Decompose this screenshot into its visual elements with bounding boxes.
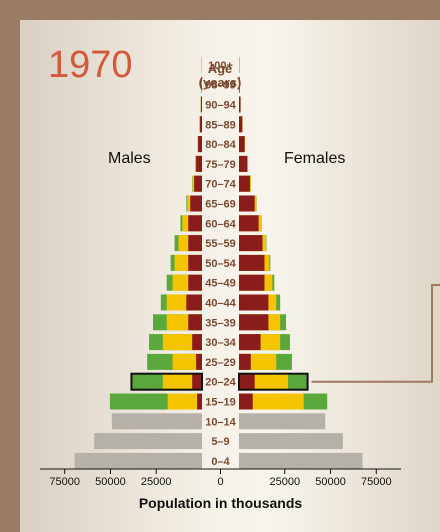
x-axis-label: Population in thousands bbox=[139, 495, 303, 511]
male-bar-pre-reproductive bbox=[94, 433, 202, 449]
male-bar-red bbox=[190, 196, 202, 212]
female-bar-red bbox=[239, 77, 240, 93]
age-label: 60–64 bbox=[205, 218, 236, 230]
female-bar-red bbox=[239, 97, 241, 113]
male-bar-red bbox=[192, 374, 202, 390]
age-label: 70–74 bbox=[205, 179, 236, 191]
male-bar-pre-reproductive bbox=[112, 413, 202, 429]
male-bar-red bbox=[196, 156, 202, 172]
male-bar-red bbox=[188, 215, 202, 231]
male-bar-red bbox=[188, 255, 202, 271]
male-bar-red bbox=[186, 295, 202, 311]
male-bar-red bbox=[192, 334, 202, 350]
age-label: 35–39 bbox=[205, 317, 236, 329]
x-tick-label: 25000 bbox=[269, 476, 300, 488]
age-label: 100+ bbox=[208, 60, 233, 72]
x-tick-label: 25000 bbox=[141, 476, 172, 488]
male-bar-red bbox=[188, 235, 202, 251]
age-label: 5–9 bbox=[211, 436, 229, 448]
male-bar-red bbox=[194, 176, 202, 192]
x-tick-label: 75000 bbox=[361, 476, 392, 488]
female-bar-red bbox=[239, 374, 255, 390]
female-bar-red bbox=[239, 314, 268, 330]
female-bar-red bbox=[239, 334, 261, 350]
x-tick-label: 50000 bbox=[95, 476, 126, 488]
male-bar-red bbox=[200, 116, 202, 132]
male-bar-red bbox=[188, 314, 202, 330]
female-bar-pre-reproductive bbox=[239, 413, 325, 429]
female-bar-red bbox=[239, 136, 245, 152]
age-label: 85–89 bbox=[205, 119, 236, 131]
female-bar-red bbox=[239, 196, 255, 212]
female-bar-red bbox=[239, 176, 250, 192]
female-bar-red bbox=[239, 295, 268, 311]
female-bar-pre-reproductive bbox=[239, 453, 362, 469]
male-bar-yellow bbox=[168, 394, 202, 410]
age-label: 15–19 bbox=[205, 397, 236, 409]
age-label: 75–79 bbox=[205, 159, 236, 171]
male-bar-red bbox=[198, 136, 202, 152]
age-label: 65–69 bbox=[205, 199, 236, 211]
female-bar-red bbox=[239, 255, 264, 271]
female-bar-red bbox=[239, 354, 251, 370]
male-bar-pre-reproductive bbox=[75, 453, 202, 469]
x-tick-label: 0 bbox=[217, 476, 223, 488]
male-bar-red bbox=[196, 354, 202, 370]
age-label: 90–94 bbox=[205, 100, 236, 112]
age-label: 30–34 bbox=[205, 337, 236, 349]
age-label: 95–99 bbox=[205, 80, 236, 92]
female-bar-red bbox=[239, 235, 263, 251]
callout-line bbox=[312, 285, 440, 382]
age-label: 20–24 bbox=[205, 377, 236, 389]
male-bar-red bbox=[188, 275, 202, 291]
x-tick-label: 75000 bbox=[49, 476, 80, 488]
male-bar-red bbox=[197, 394, 202, 410]
female-bar-red bbox=[239, 275, 264, 291]
age-label: 10–14 bbox=[205, 416, 236, 428]
age-label: 45–49 bbox=[205, 278, 236, 290]
female-bar-red bbox=[239, 394, 253, 410]
male-bar-red bbox=[201, 97, 202, 113]
age-label: 80–84 bbox=[205, 139, 236, 151]
age-label: 50–54 bbox=[205, 258, 236, 270]
age-label: 55–59 bbox=[205, 238, 236, 250]
age-label: 40–44 bbox=[205, 298, 236, 310]
female-bar-red bbox=[239, 116, 242, 132]
age-label: 0–4 bbox=[211, 456, 230, 468]
female-bar-pre-reproductive bbox=[239, 433, 343, 449]
female-bar-red bbox=[239, 156, 247, 172]
female-bar-red bbox=[239, 215, 259, 231]
age-label: 25–29 bbox=[205, 357, 236, 369]
x-tick-label: 50000 bbox=[315, 476, 346, 488]
